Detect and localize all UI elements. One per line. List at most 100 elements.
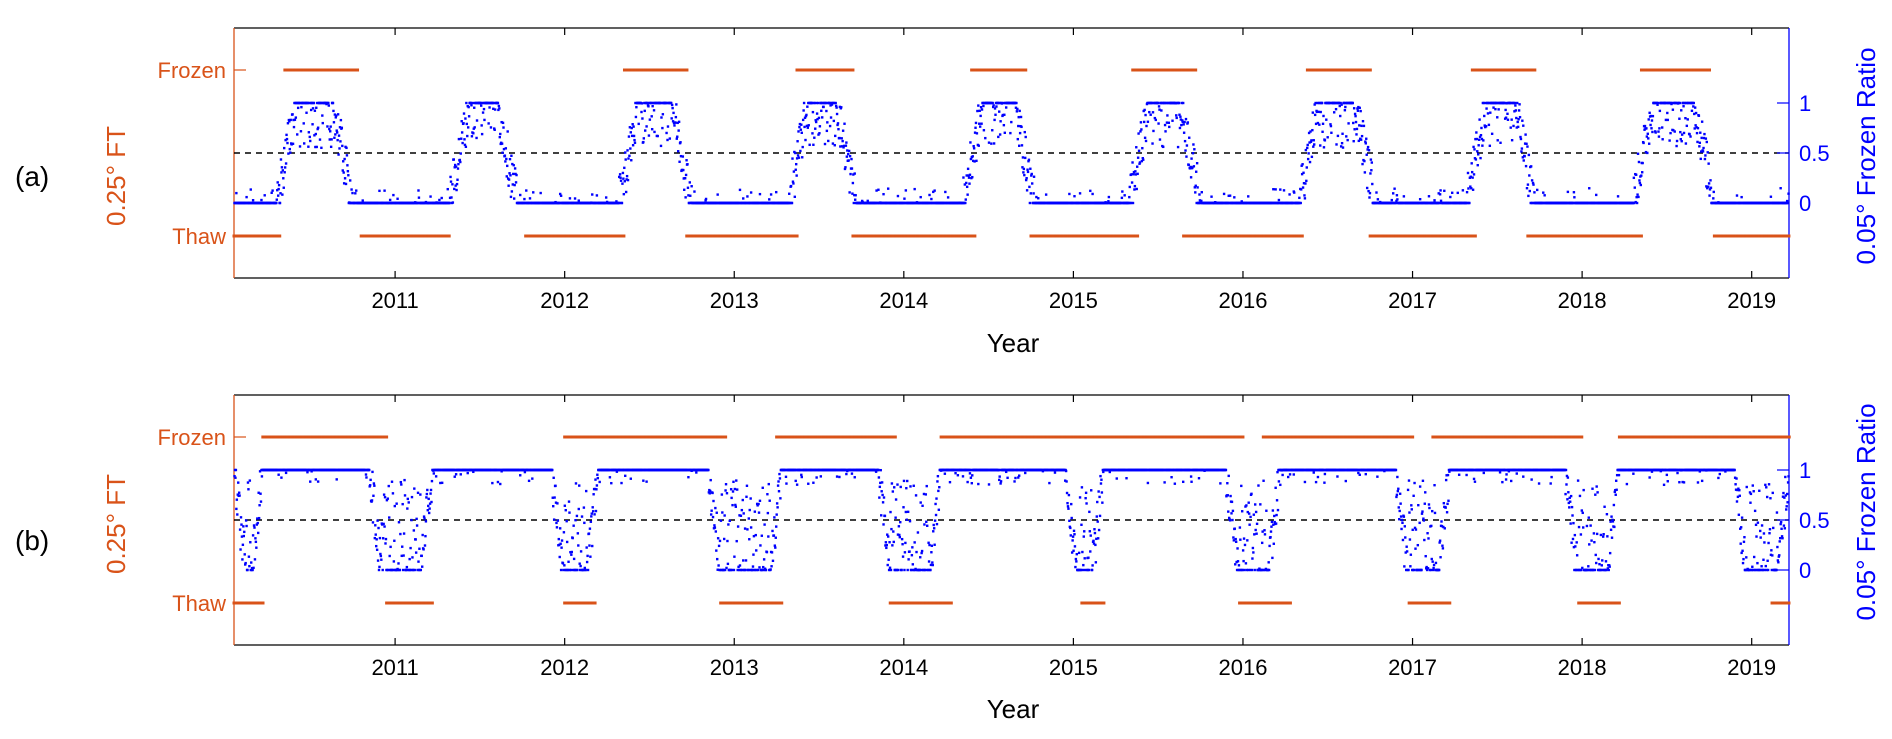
- ratio-point: [835, 106, 838, 109]
- ratio-point: [840, 106, 843, 109]
- ft-point-thaw: [1787, 234, 1791, 238]
- ratio-point: [378, 189, 381, 193]
- ratio-point: [1018, 131, 1022, 135]
- ratio-point: [971, 155, 974, 158]
- ratio-point: [674, 121, 677, 124]
- ratio-point: [532, 191, 535, 194]
- ratio-point: [438, 198, 441, 202]
- ratio-point: [913, 187, 916, 191]
- ratio-point: [344, 182, 348, 186]
- ratio-point: [1022, 167, 1026, 171]
- ratio-point: [288, 147, 291, 151]
- ratio-point: [481, 111, 485, 114]
- ratio-point: [343, 157, 346, 161]
- ratio-point: [689, 194, 692, 197]
- ratio-point: [972, 147, 976, 150]
- ratio-point: [245, 195, 248, 199]
- ft-point-thaw: [278, 234, 282, 238]
- ratio-point: [417, 189, 420, 192]
- ratio-point: [311, 107, 315, 110]
- ratio-point: [974, 121, 978, 125]
- ratio-point: [329, 145, 333, 149]
- ratio-point: [275, 198, 278, 201]
- ratio-point: [964, 198, 967, 201]
- ratio-point: [449, 180, 453, 183]
- ratio-point: [460, 137, 463, 140]
- ratio-point: [675, 103, 678, 106]
- ratio-point: [453, 187, 456, 191]
- ratio-point: [510, 190, 514, 193]
- ratio-point: [686, 163, 689, 166]
- ratio-point: [283, 146, 286, 150]
- ratio-point: [681, 155, 685, 158]
- ratio-point: [396, 197, 399, 200]
- ratio-point: [332, 109, 335, 113]
- ratio-point: [834, 101, 837, 105]
- ratio-point: [683, 177, 687, 180]
- ratio-point: [507, 184, 510, 187]
- ratio-point: [503, 154, 507, 157]
- ratio-point: [457, 137, 461, 141]
- ratio-point: [977, 144, 980, 147]
- ratio-point: [825, 109, 828, 113]
- ratio-point: [801, 118, 805, 122]
- ratio-point: [814, 127, 817, 130]
- ratio-point: [673, 124, 676, 127]
- ratio-point: [660, 116, 663, 119]
- ratio-point: [791, 157, 794, 160]
- ratio-point: [802, 109, 805, 112]
- ratio-point: [850, 157, 853, 161]
- ratio-point: [276, 181, 279, 184]
- ft-point-frozen: [685, 68, 689, 72]
- ratio-point: [629, 147, 632, 150]
- ratio-point: [651, 104, 654, 108]
- ratio-point: [1016, 137, 1020, 141]
- ratio-point: [854, 194, 857, 197]
- ratio-point: [260, 198, 263, 202]
- ratio-point: [508, 172, 511, 175]
- ratio-point: [514, 181, 518, 184]
- ratio-point: [475, 136, 478, 140]
- ratio-point: [496, 101, 500, 105]
- ratio-point: [804, 138, 807, 142]
- ratio-point: [847, 149, 851, 153]
- ratio-point: [277, 187, 280, 191]
- ft-point-thaw: [795, 234, 799, 238]
- ft-point-frozen: [1193, 68, 1198, 72]
- ratio-point: [794, 151, 797, 155]
- ratio-point: [626, 149, 629, 152]
- ratio-point: [341, 169, 344, 172]
- ratio-point: [235, 191, 238, 195]
- ratio-point: [577, 199, 580, 202]
- ratio-point: [806, 105, 809, 108]
- ft-point-thaw: [447, 234, 451, 238]
- ratio-point: [966, 193, 969, 196]
- ratio-point: [811, 110, 815, 114]
- ratio-point: [992, 104, 995, 107]
- ratio-point: [1017, 115, 1020, 119]
- ratio-point: [821, 116, 824, 119]
- ratio-point: [622, 177, 625, 180]
- ratio-point: [335, 131, 339, 134]
- ratio-point: [886, 187, 890, 190]
- ratio-point: [345, 154, 349, 157]
- ratio-point: [738, 188, 742, 192]
- ratio-point: [321, 114, 324, 117]
- ratio-point: [1025, 189, 1029, 192]
- ratio-point: [1078, 192, 1082, 195]
- ratio-point: [684, 196, 687, 199]
- ratio-point: [284, 162, 288, 165]
- ratio-point: [746, 195, 749, 198]
- ratio-point: [1044, 193, 1048, 196]
- ratio-point: [251, 199, 255, 202]
- ratio-point: [281, 193, 284, 196]
- ratio-point: [480, 132, 484, 136]
- ratio-point: [498, 135, 501, 139]
- ratio-point: [1073, 195, 1076, 198]
- ratio-point: [1025, 176, 1028, 180]
- ratio-point: [507, 178, 511, 181]
- ratio-point: [510, 154, 513, 157]
- ratio-point: [966, 167, 970, 171]
- ratio-point: [678, 160, 681, 163]
- ratio-point: [672, 111, 675, 115]
